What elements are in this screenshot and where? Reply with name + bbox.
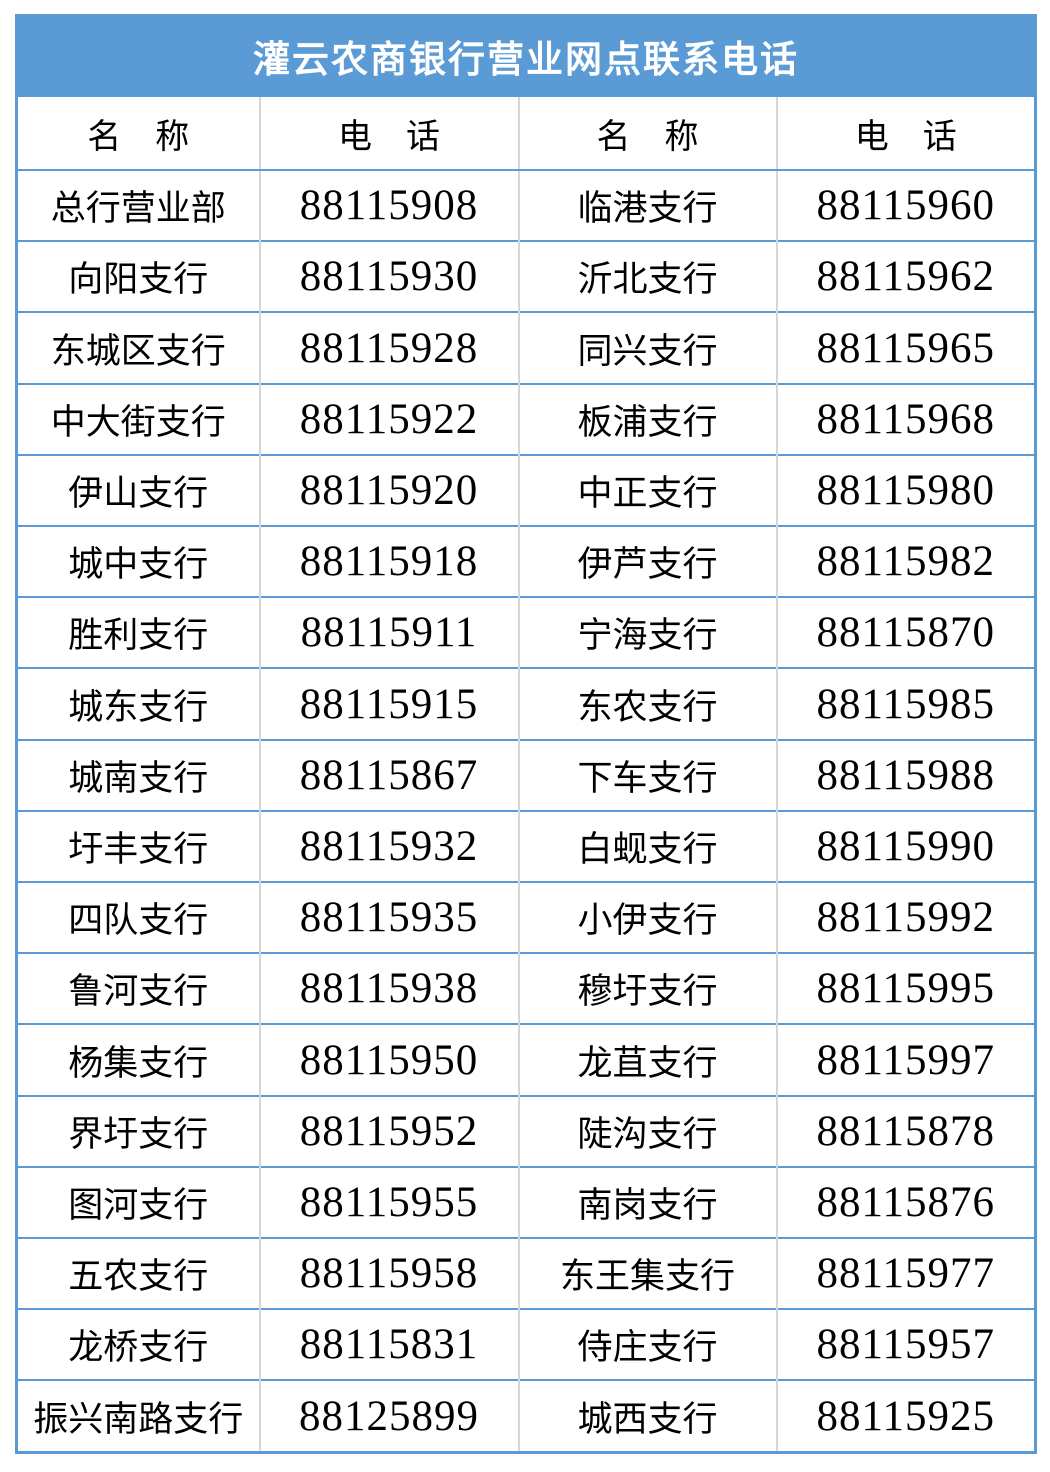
phone-number-cell: 88115980 xyxy=(775,453,1036,527)
phone-number-cell: 88115878 xyxy=(775,1094,1036,1167)
column-header-name: 名 称 xyxy=(517,96,777,171)
phone-number-cell: 88115992 xyxy=(775,881,1036,954)
branch-name-cell: 城西支行 xyxy=(517,1379,777,1453)
phone-number-cell: 88115968 xyxy=(775,382,1036,455)
contact-table: 灌云农商银行营业网点联系电话 名 称 电 话 名 称 电 话 总行营业部 881… xyxy=(15,14,1037,1454)
phone-number-cell: 88115925 xyxy=(775,1379,1036,1453)
branch-name-cell: 白蚬支行 xyxy=(517,809,777,883)
branch-name-cell: 五农支行 xyxy=(16,1237,260,1310)
branch-name-cell: 向阳支行 xyxy=(16,240,260,313)
branch-name-cell: 中大街支行 xyxy=(16,382,260,455)
branch-name-cell: 龙苴支行 xyxy=(517,1023,777,1096)
table-row: 四队支行 88115935 小伊支行 88115992 xyxy=(16,881,1036,954)
branch-name-cell: 总行营业部 xyxy=(16,168,260,242)
branch-name-cell: 东城区支行 xyxy=(16,311,260,384)
phone-number-cell: 88115831 xyxy=(258,1308,519,1381)
header-row: 名 称 电 话 名 称 电 话 xyxy=(16,96,1036,171)
phone-number-cell: 88115915 xyxy=(258,667,519,740)
table-row: 鲁河支行 88115938 穆圩支行 88115995 xyxy=(16,952,1036,1025)
table-row: 向阳支行 88115930 沂北支行 88115962 xyxy=(16,240,1036,313)
branch-name-cell: 陡沟支行 xyxy=(517,1094,777,1167)
phone-number-cell: 88115920 xyxy=(258,453,519,527)
branch-name-cell: 穆圩支行 xyxy=(517,952,777,1025)
table-row: 东城区支行 88115928 同兴支行 88115965 xyxy=(16,311,1036,384)
branch-name-cell: 鲁河支行 xyxy=(16,952,260,1025)
phone-number-cell: 88115962 xyxy=(775,240,1036,313)
phone-number-cell: 88115995 xyxy=(775,952,1036,1025)
column-header-phone: 电 话 xyxy=(258,96,519,171)
phone-number-cell: 88115985 xyxy=(775,667,1036,740)
branch-name-cell: 图河支行 xyxy=(16,1165,260,1239)
phone-number-cell: 88115922 xyxy=(258,382,519,455)
phone-number-cell: 88115952 xyxy=(258,1094,519,1167)
phone-number-cell: 88115988 xyxy=(775,738,1036,811)
branch-name-cell: 同兴支行 xyxy=(517,311,777,384)
phone-number-cell: 88115908 xyxy=(258,168,519,242)
branch-name-cell: 四队支行 xyxy=(16,881,260,954)
table-row: 杨集支行 88115950 龙苴支行 88115997 xyxy=(16,1023,1036,1096)
branch-name-cell: 龙桥支行 xyxy=(16,1308,260,1381)
branch-name-cell: 板浦支行 xyxy=(517,382,777,455)
table-row: 城南支行 88115867 下车支行 88115988 xyxy=(16,738,1036,811)
phone-number-cell: 88115928 xyxy=(258,311,519,384)
table-row: 中大街支行 88115922 板浦支行 88115968 xyxy=(16,382,1036,455)
branch-name-cell: 宁海支行 xyxy=(517,596,777,669)
phone-number-cell: 88115965 xyxy=(775,311,1036,384)
phone-number-cell: 88115955 xyxy=(258,1165,519,1239)
phone-number-cell: 88115957 xyxy=(775,1308,1036,1381)
branch-name-cell: 振兴南路支行 xyxy=(16,1379,260,1453)
table-row: 胜利支行 88115911 宁海支行 88115870 xyxy=(16,596,1036,669)
branch-name-cell: 城中支行 xyxy=(16,525,260,598)
branch-name-cell: 临港支行 xyxy=(517,168,777,242)
branch-name-cell: 下车支行 xyxy=(517,738,777,811)
phone-number-cell: 88115932 xyxy=(258,809,519,883)
table-title: 灌云农商银行营业网点联系电话 xyxy=(16,15,1036,97)
phone-number-cell: 88115870 xyxy=(775,596,1036,669)
phone-number-cell: 88115997 xyxy=(775,1023,1036,1096)
column-header-name: 名 称 xyxy=(16,96,260,171)
phone-number-cell: 88115876 xyxy=(775,1165,1036,1239)
phone-number-cell: 88115977 xyxy=(775,1237,1036,1310)
table-row: 城东支行 88115915 东农支行 88115985 xyxy=(16,667,1036,740)
branch-name-cell: 界圩支行 xyxy=(16,1094,260,1167)
phone-number-cell: 88115918 xyxy=(258,525,519,598)
branch-name-cell: 胜利支行 xyxy=(16,596,260,669)
column-header-phone: 电 话 xyxy=(775,96,1036,171)
table-row: 圩丰支行 88115932 白蚬支行 88115990 xyxy=(16,809,1036,883)
branch-name-cell: 杨集支行 xyxy=(16,1023,260,1096)
table-row: 图河支行 88115955 南岗支行 88115876 xyxy=(16,1165,1036,1239)
phone-number-cell: 88125899 xyxy=(258,1379,519,1453)
phone-number-cell: 88115911 xyxy=(258,596,519,669)
phone-number-cell: 88115960 xyxy=(775,168,1036,242)
phone-number-cell: 88115990 xyxy=(775,809,1036,883)
table-row: 振兴南路支行 88125899 城西支行 88115925 xyxy=(16,1379,1036,1453)
branch-name-cell: 圩丰支行 xyxy=(16,809,260,883)
branch-name-cell: 侍庄支行 xyxy=(517,1308,777,1381)
table-row: 总行营业部 88115908 临港支行 88115960 xyxy=(16,168,1036,242)
branch-name-cell: 伊芦支行 xyxy=(517,525,777,598)
branch-name-cell: 城南支行 xyxy=(16,738,260,811)
phone-number-cell: 88115867 xyxy=(258,738,519,811)
phone-number-cell: 88115935 xyxy=(258,881,519,954)
phone-number-cell: 88115958 xyxy=(258,1237,519,1310)
phone-number-cell: 88115982 xyxy=(775,525,1036,598)
branch-name-cell: 伊山支行 xyxy=(16,453,260,527)
table-row: 城中支行 88115918 伊芦支行 88115982 xyxy=(16,525,1036,598)
branch-name-cell: 沂北支行 xyxy=(517,240,777,313)
table-row: 五农支行 88115958 东王集支行 88115977 xyxy=(16,1237,1036,1310)
table-row: 界圩支行 88115952 陡沟支行 88115878 xyxy=(16,1094,1036,1167)
table-row: 伊山支行 88115920 中正支行 88115980 xyxy=(16,453,1036,527)
branch-name-cell: 小伊支行 xyxy=(517,881,777,954)
branch-name-cell: 南岗支行 xyxy=(517,1165,777,1239)
title-row: 灌云农商银行营业网点联系电话 xyxy=(16,15,1036,97)
branch-name-cell: 城东支行 xyxy=(16,667,260,740)
branch-name-cell: 东王集支行 xyxy=(517,1237,777,1310)
phone-number-cell: 88115938 xyxy=(258,952,519,1025)
table-row: 龙桥支行 88115831 侍庄支行 88115957 xyxy=(16,1308,1036,1381)
phone-number-cell: 88115930 xyxy=(258,240,519,313)
branch-name-cell: 中正支行 xyxy=(517,453,777,527)
phone-number-cell: 88115950 xyxy=(258,1023,519,1096)
branch-name-cell: 东农支行 xyxy=(517,667,777,740)
